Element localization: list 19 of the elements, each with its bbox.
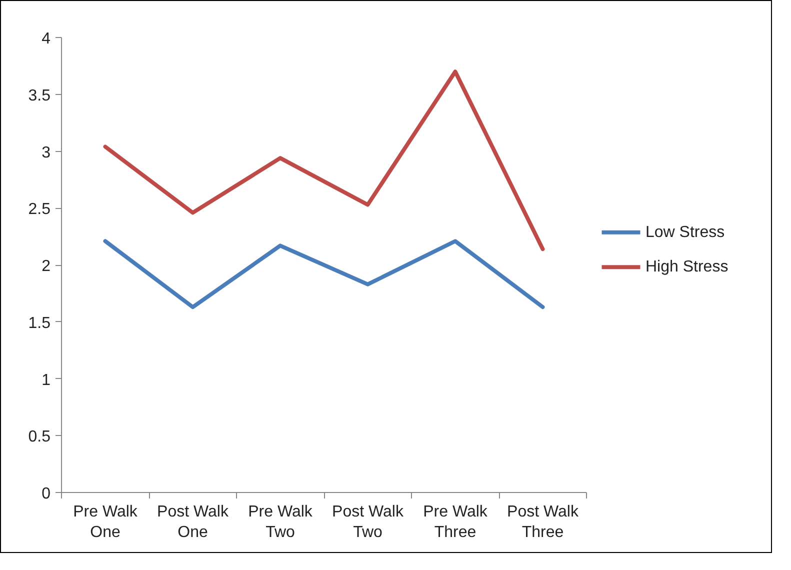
line-series [103,239,545,310]
legend-label: Low Stress [646,224,725,241]
y-tick-label: 4 [42,30,51,48]
x-tick-label: Pre Walk Three [423,504,488,541]
x-tick-label: Post Walk Two [332,504,404,541]
y-tick-label: 3 [42,144,51,162]
line-series [103,70,545,252]
x-tick-label: Pre Walk One [73,504,138,541]
y-tick-label: 3.5 [28,87,51,104]
y-tick-label: 2.5 [28,201,51,218]
legend-label: High Stress [646,258,728,276]
x-tick-label: Pre Walk Two [248,504,314,541]
y-tick-label: 2 [42,258,51,275]
x-tick-label: Post Walk Three [507,504,580,541]
y-tick-label: 1.5 [28,314,51,332]
x-tick-label: Post Walk One [157,504,230,541]
y-tick-label: 1 [42,372,51,389]
y-tick-label: 0.5 [28,428,51,446]
y-tick-label: 0 [42,486,51,502]
